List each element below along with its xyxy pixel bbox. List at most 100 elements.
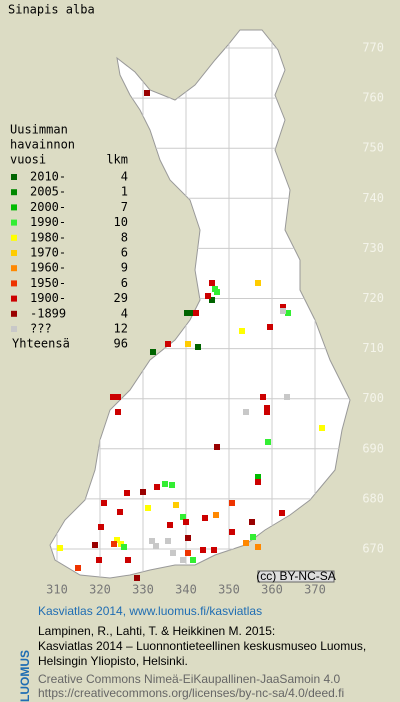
occurrence (229, 529, 235, 535)
legend-swatch (11, 295, 17, 302)
occurrence (209, 297, 215, 303)
legend-count: 10 (114, 215, 128, 229)
occurrence (114, 537, 120, 543)
occurrence (255, 544, 261, 550)
occurrence (169, 482, 175, 488)
y-tick-label: 760 (362, 91, 384, 105)
legend-label: 2000- (30, 200, 66, 214)
occurrence (211, 547, 217, 553)
legend-count: 8 (121, 230, 128, 244)
legend: Uusimman havainnon vuosi lkm 2010- 4 2005-… (10, 123, 128, 351)
occurrence (153, 543, 159, 549)
legend-total-label: Yhteensä (12, 337, 70, 351)
legend-swatch (11, 326, 17, 332)
y-tick-label: 710 (362, 341, 384, 355)
legend-swatch (11, 310, 17, 317)
y-tick-label: 770 (362, 41, 384, 55)
legend-count-header: lkm (106, 153, 128, 167)
occurrence (255, 474, 261, 480)
occurrence (193, 310, 199, 316)
occurrence (144, 90, 150, 96)
occurrence (185, 550, 191, 556)
x-tick-label: 370 (304, 583, 326, 597)
occurrence (279, 510, 285, 516)
legend-heading: havainnon (10, 138, 75, 152)
occurrences (57, 90, 325, 581)
occurrence (170, 550, 176, 556)
occurrence (280, 308, 286, 314)
occurrence (167, 522, 173, 528)
legend-label: 1950- (30, 276, 66, 290)
x-tick-label: 330 (132, 583, 154, 597)
y-tick-label: 750 (362, 141, 384, 155)
occurrence (110, 394, 116, 400)
occurrence (115, 394, 121, 400)
occurrence (162, 481, 168, 487)
legend-label: ??? (30, 322, 52, 336)
occurrence (149, 538, 155, 544)
occurrence (173, 502, 179, 508)
legend-label: 2005- (30, 185, 66, 199)
occurrence (124, 490, 130, 496)
occurrence (117, 509, 123, 515)
occurrence (250, 534, 256, 540)
occurrence (214, 444, 220, 450)
occurrence (150, 349, 156, 355)
legend-swatch (11, 204, 17, 211)
occurrence (260, 394, 266, 400)
y-tick-label: 730 (362, 241, 384, 255)
occurrence (255, 479, 261, 485)
y-tick-label: 680 (362, 491, 384, 505)
occurrence (165, 341, 171, 347)
legend-count: 6 (121, 276, 128, 290)
license: https://creativecommons.org/licenses/by-… (38, 686, 344, 700)
occurrence (229, 500, 235, 506)
occurrence (180, 514, 186, 520)
occurrence (183, 519, 189, 525)
citation: Helsingin Yliopisto, Helsinki. (38, 654, 188, 668)
occurrence (92, 542, 98, 548)
occurrence (180, 557, 186, 563)
legend-count: 1 (121, 185, 128, 199)
occurrence (188, 310, 194, 316)
legend-label: 2010- (30, 170, 66, 184)
legend-swatch (11, 250, 17, 256)
legend-swatch (11, 265, 17, 272)
y-tick-label: 720 (362, 291, 384, 305)
legend-swatch (11, 280, 17, 287)
citation: Kasviatlas 2014 – Luonnontieteellinen ke… (38, 639, 366, 653)
occurrence (75, 565, 81, 571)
legend-count: 7 (121, 200, 128, 214)
occurrence (184, 310, 190, 316)
occurrence (249, 519, 255, 525)
occurrence (96, 557, 102, 563)
occurrence (195, 344, 201, 350)
headline: Kasviatlas 2014, www.luomus.fi/kasviatla… (38, 604, 262, 618)
occurrence (154, 484, 160, 490)
legend-count: 4 (121, 306, 128, 320)
occurrence (140, 489, 146, 495)
y-tick-label: 690 (362, 441, 384, 455)
occurrence (98, 524, 104, 530)
legend-swatch (11, 234, 17, 241)
occurrence (319, 425, 325, 431)
occurrence (209, 280, 215, 286)
license: Creative Commons Nimeä-EiKaupallinen-Jaa… (38, 672, 340, 686)
legend-label: 1960- (30, 261, 66, 275)
occurrence (185, 341, 191, 347)
x-tick-label: 310 (46, 583, 68, 597)
title: Sinapis alba (8, 3, 95, 17)
y-tick-label: 740 (362, 191, 384, 205)
occurrence (190, 557, 196, 563)
legend-count: 4 (121, 170, 128, 184)
legend-count: 9 (121, 261, 128, 275)
citation: Lampinen, R., Lahti, T. & Heikkinen M. 2… (38, 624, 275, 638)
occurrence (265, 439, 271, 445)
occurrence (284, 394, 290, 400)
finland-outline (49, 29, 351, 579)
x-tick-label: 360 (261, 583, 283, 597)
legend-count: 6 (121, 246, 128, 260)
occurrence (205, 293, 211, 299)
legend-heading: vuosi (10, 153, 46, 167)
legend-heading: Uusimman (10, 123, 68, 137)
